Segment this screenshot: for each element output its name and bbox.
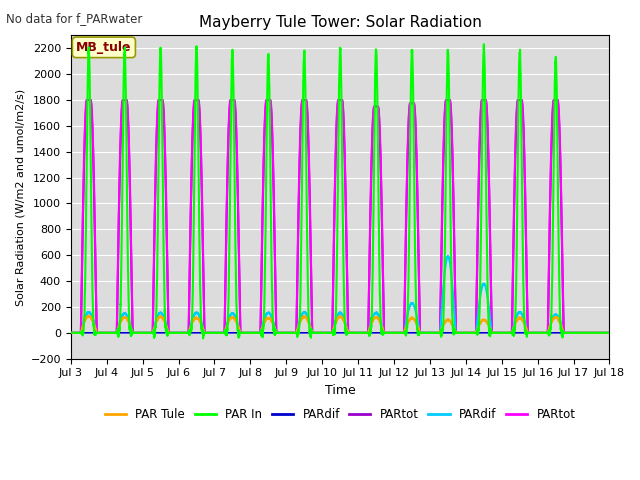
Text: MB_tule: MB_tule — [76, 41, 132, 54]
Text: No data for f_PARwater: No data for f_PARwater — [6, 12, 143, 25]
Legend: PAR Tule, PAR In, PARdif, PARtot, PARdif, PARtot: PAR Tule, PAR In, PARdif, PARtot, PARdif… — [100, 403, 580, 426]
Title: Mayberry Tule Tower: Solar Radiation: Mayberry Tule Tower: Solar Radiation — [198, 15, 481, 30]
X-axis label: Time: Time — [324, 384, 355, 397]
Y-axis label: Solar Radiation (W/m2 and umol/m2/s): Solar Radiation (W/m2 and umol/m2/s) — [15, 88, 25, 306]
